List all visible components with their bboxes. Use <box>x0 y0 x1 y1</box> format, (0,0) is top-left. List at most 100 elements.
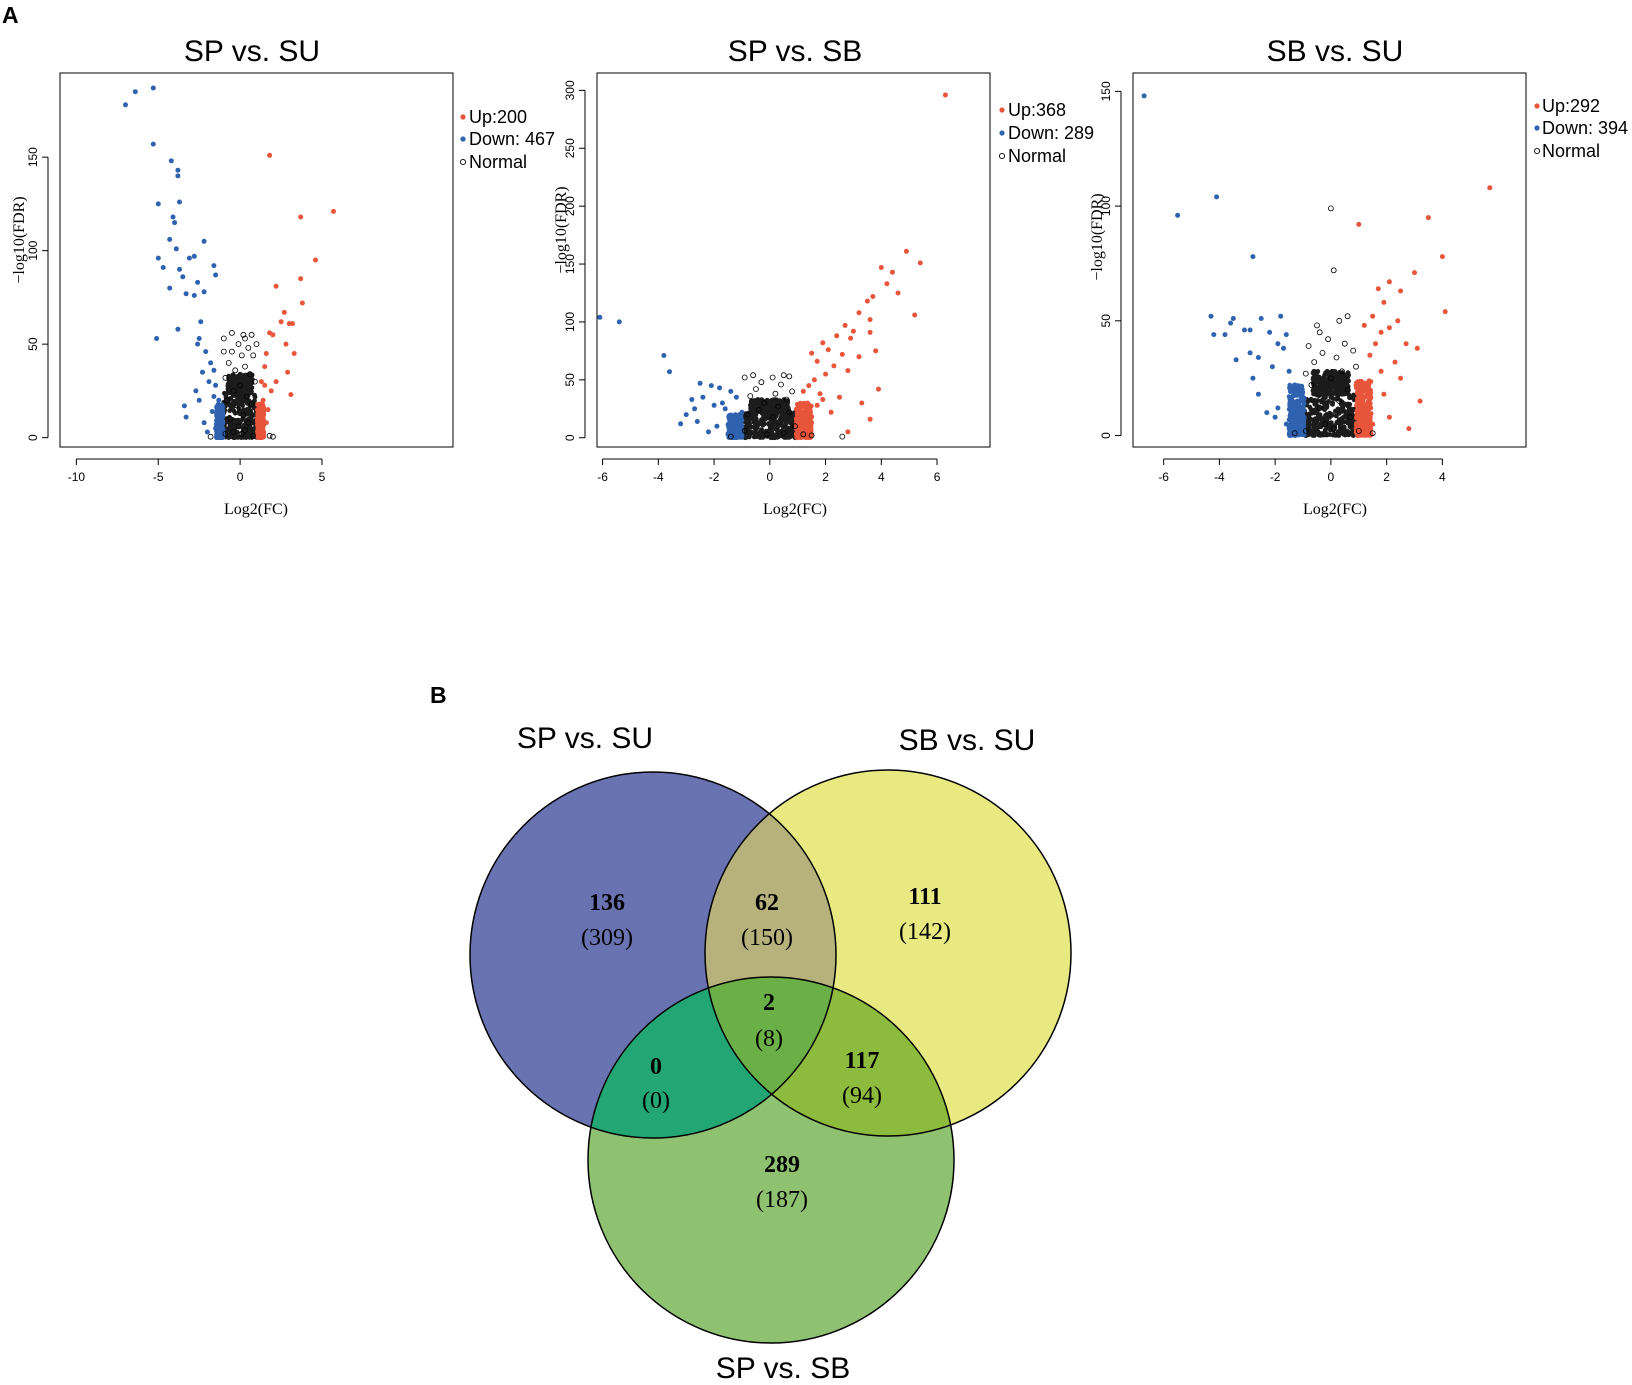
data-point-normal <box>780 372 787 379</box>
cluster-point <box>1362 416 1368 421</box>
data-point-normal <box>1336 398 1343 405</box>
cluster-point <box>227 408 233 413</box>
data-point-down <box>208 360 214 366</box>
cluster-point <box>230 434 235 439</box>
data-point-normal <box>235 423 242 430</box>
cluster-point <box>1328 384 1334 390</box>
y-tick-label: 0 <box>563 434 577 441</box>
cluster-point <box>1367 432 1373 438</box>
cluster-point <box>738 418 743 424</box>
data-point-down <box>1275 405 1281 411</box>
data-point-normal <box>248 401 255 407</box>
volcano-plot-sp-vs-su: SP vs. SU -10 -5 0 5 0 50 100 150 Log2(FC) −lo… <box>11 35 555 518</box>
x-axis-label: Log2(FC) <box>763 501 827 518</box>
data-point-down <box>1214 194 1220 200</box>
data-point-normal <box>758 379 765 386</box>
cluster-point <box>1332 372 1338 377</box>
data-point-down <box>175 173 181 179</box>
data-point-normal <box>780 430 787 437</box>
data-point-up <box>285 369 291 375</box>
data-point-up <box>1373 341 1378 347</box>
data-point-down <box>739 409 745 415</box>
legend-marker-down <box>460 136 466 142</box>
data-point-up <box>828 409 834 415</box>
data-point-down <box>1255 391 1261 397</box>
data-point-down <box>1283 332 1289 338</box>
data-point-down <box>667 369 672 375</box>
scatter-area <box>597 92 948 441</box>
data-point-down <box>193 388 199 394</box>
data-point-down <box>706 429 711 435</box>
data-point-up <box>313 257 318 263</box>
cluster-point <box>1349 412 1355 417</box>
legend-label-up: Up:292 <box>1542 96 1600 116</box>
data-point-down <box>172 220 178 226</box>
data-point-up <box>290 321 295 327</box>
cluster-point <box>1346 432 1351 438</box>
cluster-point <box>1333 408 1338 414</box>
data-point-normal <box>1353 363 1359 370</box>
data-point-normal <box>792 423 798 430</box>
data-point-down <box>180 274 186 280</box>
data-point-normal <box>772 390 779 397</box>
data-point-down <box>736 426 742 431</box>
cluster-point <box>220 407 226 413</box>
data-point-up <box>820 340 826 346</box>
data-point-normal <box>237 382 244 389</box>
venn-count-sp-su-sb-su: 62 <box>755 890 779 916</box>
data-point-normal <box>1314 322 1320 329</box>
data-point-down <box>173 246 179 252</box>
venn-count-sp-su-sp-sb: 0 <box>650 1054 662 1080</box>
cluster-point <box>809 419 814 425</box>
data-point-down <box>1269 364 1275 370</box>
data-point-up <box>856 354 862 360</box>
cluster-point <box>215 420 221 425</box>
data-point-normal <box>1302 427 1309 434</box>
data-point-down <box>183 291 189 297</box>
cluster-point <box>234 397 240 403</box>
data-point-up <box>889 269 895 275</box>
data-point-up <box>1381 391 1387 397</box>
venn-label-sp-vs-sb: SP vs. SB <box>716 1352 851 1385</box>
data-point-down <box>195 341 201 347</box>
data-point-down <box>206 379 212 385</box>
data-point-up <box>1364 382 1370 388</box>
cluster-point <box>774 427 780 433</box>
cluster-point <box>755 398 760 403</box>
data-point-normal <box>235 341 242 348</box>
y-axis: 0 50 100 150 <box>26 147 49 441</box>
data-point-down <box>692 406 698 412</box>
cluster-point <box>786 433 792 439</box>
cluster-point <box>1316 414 1322 420</box>
data-point-down <box>201 420 207 426</box>
cluster-point <box>1322 388 1327 394</box>
data-point-up <box>258 379 264 385</box>
data-point-up <box>895 290 901 296</box>
data-point-up <box>1378 329 1384 335</box>
data-point-normal <box>246 371 253 378</box>
data-point-up <box>884 281 890 287</box>
data-point-normal <box>240 412 247 419</box>
data-point-normal <box>243 393 250 400</box>
cluster-point <box>1290 410 1296 415</box>
cluster-point <box>228 382 234 388</box>
plot-title: SP vs. SU <box>184 35 320 68</box>
cluster-point <box>1307 428 1313 434</box>
x-tick-label: 0 <box>237 470 244 484</box>
data-point-up <box>870 294 876 299</box>
data-point-normal <box>222 430 229 437</box>
data-point-normal <box>238 352 245 359</box>
legend-label-down: Down: 289 <box>1008 123 1094 143</box>
cluster-point <box>807 405 812 410</box>
data-point-normal <box>755 406 762 413</box>
data-point-up <box>1439 254 1445 260</box>
x-axis-label: Log2(FC) <box>224 501 288 518</box>
cluster-point <box>1300 431 1306 437</box>
data-point-up <box>1395 318 1401 324</box>
y-tick-label: 50 <box>26 337 40 351</box>
cluster-point <box>1333 413 1339 419</box>
data-point-up <box>1361 322 1367 328</box>
cluster-point <box>802 406 808 411</box>
data-point-down <box>661 353 667 358</box>
x-tick-label: -2 <box>1270 470 1281 484</box>
